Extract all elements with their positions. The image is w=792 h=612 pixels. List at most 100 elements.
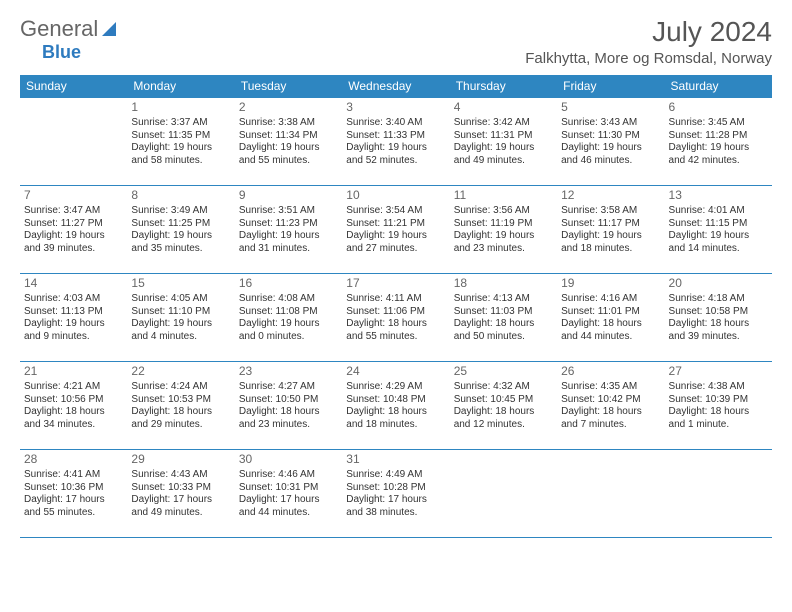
sunrise-text: Sunrise: 3:51 AM	[239, 205, 338, 218]
calendar-cell: 16Sunrise: 4:08 AMSunset: 11:08 PMDaylig…	[235, 274, 342, 362]
daylight-text: Daylight: 19 hours	[454, 142, 553, 155]
calendar-cell: 31Sunrise: 4:49 AMSunset: 10:28 PMDaylig…	[342, 450, 449, 538]
daylight-text: and 7 minutes.	[561, 419, 660, 432]
daylight-text: Daylight: 17 hours	[131, 494, 230, 507]
location-text: Falkhytta, More og Romsdal, Norway	[525, 50, 772, 67]
calendar-cell: 19Sunrise: 4:16 AMSunset: 11:01 PMDaylig…	[557, 274, 664, 362]
day-header: Tuesday	[235, 75, 342, 98]
sunset-text: Sunset: 10:58 PM	[669, 306, 768, 319]
calendar-cell: 27Sunrise: 4:38 AMSunset: 10:39 PMDaylig…	[665, 362, 772, 450]
daylight-text: and 0 minutes.	[239, 331, 338, 344]
sunrise-text: Sunrise: 3:56 AM	[454, 205, 553, 218]
day-number: 23	[239, 364, 338, 379]
daylight-text: Daylight: 17 hours	[24, 494, 123, 507]
daylight-text: and 38 minutes.	[346, 507, 445, 520]
day-number: 4	[454, 100, 553, 115]
daylight-text: and 52 minutes.	[346, 155, 445, 168]
daylight-text: and 49 minutes.	[454, 155, 553, 168]
sunset-text: Sunset: 10:28 PM	[346, 482, 445, 495]
calendar-cell: 29Sunrise: 4:43 AMSunset: 10:33 PMDaylig…	[127, 450, 234, 538]
daylight-text: Daylight: 18 hours	[454, 318, 553, 331]
calendar-cell: 24Sunrise: 4:29 AMSunset: 10:48 PMDaylig…	[342, 362, 449, 450]
calendar-cell: 9Sunrise: 3:51 AMSunset: 11:23 PMDayligh…	[235, 186, 342, 274]
sunrise-text: Sunrise: 4:38 AM	[669, 381, 768, 394]
day-number: 19	[561, 276, 660, 291]
day-number: 28	[24, 452, 123, 467]
sunrise-text: Sunrise: 4:18 AM	[669, 293, 768, 306]
day-number: 22	[131, 364, 230, 379]
sunrise-text: Sunrise: 4:21 AM	[24, 381, 123, 394]
sunset-text: Sunset: 10:56 PM	[24, 394, 123, 407]
calendar-cell: 26Sunrise: 4:35 AMSunset: 10:42 PMDaylig…	[557, 362, 664, 450]
calendar-cell	[450, 450, 557, 538]
day-header: Thursday	[450, 75, 557, 98]
sunset-text: Sunset: 10:45 PM	[454, 394, 553, 407]
daylight-text: and 18 minutes.	[561, 243, 660, 256]
daylight-text: Daylight: 19 hours	[239, 230, 338, 243]
daylight-text: and 39 minutes.	[24, 243, 123, 256]
daylight-text: Daylight: 17 hours	[346, 494, 445, 507]
sunrise-text: Sunrise: 4:46 AM	[239, 469, 338, 482]
daylight-text: and 4 minutes.	[131, 331, 230, 344]
sunset-text: Sunset: 10:42 PM	[561, 394, 660, 407]
day-number: 27	[669, 364, 768, 379]
sunset-text: Sunset: 11:33 PM	[346, 130, 445, 143]
daylight-text: and 42 minutes.	[669, 155, 768, 168]
calendar-cell: 21Sunrise: 4:21 AMSunset: 10:56 PMDaylig…	[20, 362, 127, 450]
daylight-text: Daylight: 18 hours	[454, 406, 553, 419]
month-title: July 2024	[525, 16, 772, 48]
sunrise-text: Sunrise: 4:27 AM	[239, 381, 338, 394]
day-number: 2	[239, 100, 338, 115]
calendar-cell: 5Sunrise: 3:43 AMSunset: 11:30 PMDayligh…	[557, 98, 664, 186]
day-number: 20	[669, 276, 768, 291]
daylight-text: and 55 minutes.	[346, 331, 445, 344]
daylight-text: and 29 minutes.	[131, 419, 230, 432]
daylight-text: and 18 minutes.	[346, 419, 445, 432]
title-block: July 2024 Falkhytta, More og Romsdal, No…	[525, 16, 772, 67]
calendar-row: 28Sunrise: 4:41 AMSunset: 10:36 PMDaylig…	[20, 450, 772, 538]
calendar-cell: 10Sunrise: 3:54 AMSunset: 11:21 PMDaylig…	[342, 186, 449, 274]
calendar-row: 1Sunrise: 3:37 AMSunset: 11:35 PMDayligh…	[20, 98, 772, 186]
calendar-cell: 22Sunrise: 4:24 AMSunset: 10:53 PMDaylig…	[127, 362, 234, 450]
sunrise-text: Sunrise: 4:41 AM	[24, 469, 123, 482]
sunrise-text: Sunrise: 4:11 AM	[346, 293, 445, 306]
daylight-text: and 23 minutes.	[239, 419, 338, 432]
daylight-text: and 44 minutes.	[561, 331, 660, 344]
sunset-text: Sunset: 11:31 PM	[454, 130, 553, 143]
sunset-text: Sunset: 11:10 PM	[131, 306, 230, 319]
daylight-text: Daylight: 18 hours	[346, 318, 445, 331]
daylight-text: and 14 minutes.	[669, 243, 768, 256]
day-number: 21	[24, 364, 123, 379]
sunset-text: Sunset: 11:25 PM	[131, 218, 230, 231]
sunset-text: Sunset: 10:48 PM	[346, 394, 445, 407]
daylight-text: Daylight: 19 hours	[24, 230, 123, 243]
calendar-table: Sunday Monday Tuesday Wednesday Thursday…	[20, 75, 772, 538]
calendar-cell: 11Sunrise: 3:56 AMSunset: 11:19 PMDaylig…	[450, 186, 557, 274]
sunrise-text: Sunrise: 4:05 AM	[131, 293, 230, 306]
sunset-text: Sunset: 10:31 PM	[239, 482, 338, 495]
day-number: 26	[561, 364, 660, 379]
daylight-text: and 9 minutes.	[24, 331, 123, 344]
sunset-text: Sunset: 11:17 PM	[561, 218, 660, 231]
daylight-text: and 55 minutes.	[239, 155, 338, 168]
brand-logo: General	[20, 16, 120, 42]
day-header-row: Sunday Monday Tuesday Wednesday Thursday…	[20, 75, 772, 98]
daylight-text: and 23 minutes.	[454, 243, 553, 256]
sunset-text: Sunset: 11:28 PM	[669, 130, 768, 143]
sunrise-text: Sunrise: 4:32 AM	[454, 381, 553, 394]
sunrise-text: Sunrise: 4:16 AM	[561, 293, 660, 306]
daylight-text: and 35 minutes.	[131, 243, 230, 256]
sunset-text: Sunset: 11:08 PM	[239, 306, 338, 319]
sunrise-text: Sunrise: 3:42 AM	[454, 117, 553, 130]
calendar-cell: 13Sunrise: 4:01 AMSunset: 11:15 PMDaylig…	[665, 186, 772, 274]
brand-part2: Blue	[42, 42, 81, 63]
day-header: Sunday	[20, 75, 127, 98]
daylight-text: Daylight: 19 hours	[24, 318, 123, 331]
sunrise-text: Sunrise: 3:45 AM	[669, 117, 768, 130]
daylight-text: Daylight: 18 hours	[131, 406, 230, 419]
sunset-text: Sunset: 11:13 PM	[24, 306, 123, 319]
daylight-text: Daylight: 19 hours	[561, 230, 660, 243]
sunrise-text: Sunrise: 3:54 AM	[346, 205, 445, 218]
day-number: 14	[24, 276, 123, 291]
daylight-text: and 1 minute.	[669, 419, 768, 432]
